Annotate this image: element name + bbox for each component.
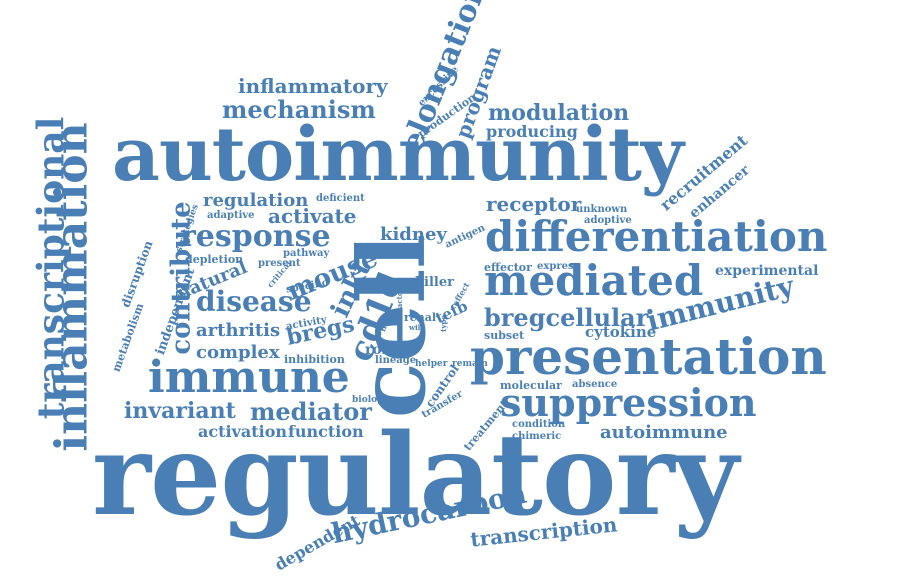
word-experimental: experimental	[715, 263, 819, 279]
word-producing: producing	[486, 122, 578, 141]
word-response: response	[180, 219, 331, 254]
word-disruption: disruption	[118, 238, 156, 310]
word-wild: wild	[409, 323, 426, 332]
word-function: function	[288, 422, 364, 441]
word-activation: activation	[198, 422, 288, 441]
word-express: express	[537, 261, 580, 272]
word-molecular: molecular	[500, 379, 562, 392]
word-suppression: suppression	[500, 380, 757, 425]
word-lineage: lineage	[375, 355, 417, 366]
word-regulatory: regulatory	[92, 410, 739, 541]
word-helper: helper	[415, 359, 448, 369]
word-presentation: presentation	[470, 327, 827, 386]
word-deficient: deficient	[316, 193, 365, 204]
word-autoimmunity: autoimmunity	[112, 112, 684, 198]
word-disease: disease	[196, 285, 312, 318]
word-mediator: mediator	[250, 397, 372, 426]
word-condition: condition	[512, 419, 566, 430]
word-immune: immune	[148, 352, 350, 403]
word-mechanism: mechanism	[222, 95, 376, 124]
word-effector: effector	[484, 261, 532, 274]
word-differentiation: differentiation	[485, 212, 828, 261]
word-chimeric: chimeric	[512, 431, 562, 442]
word-present: present	[258, 258, 301, 269]
word-kidney: kidney	[380, 224, 447, 245]
word-activate: activate	[268, 204, 357, 228]
word-transcriptional: transcriptional	[30, 116, 73, 420]
word-antigen: antigen	[443, 222, 487, 251]
word-killer: killer	[415, 275, 454, 290]
word-metabolism: metabolism	[109, 301, 147, 374]
word-renal: renal	[404, 311, 437, 324]
word-bregcellular: bregcellular	[484, 303, 649, 332]
word-regulation: regulation	[203, 190, 309, 211]
word-biology: biology	[352, 395, 389, 405]
word-adaptive: adaptive	[207, 210, 255, 221]
word-type: type	[438, 315, 448, 332]
word-pathway: pathway	[283, 248, 330, 259]
word-complex: complex	[196, 342, 280, 363]
word-inhibition: inhibition	[284, 353, 345, 366]
word-mediated: mediated	[484, 256, 704, 305]
word-factor: factor	[395, 287, 405, 312]
word-autoimmune: autoimmune	[600, 422, 728, 443]
word-subset: subset	[484, 329, 525, 342]
word-inflammatory: inflammatory	[238, 74, 388, 98]
word-unknown: unknown	[576, 204, 628, 215]
word-cytokine: cytokine	[585, 323, 657, 341]
word-absence: absence	[572, 379, 618, 390]
word-arthritis: arthritis	[196, 320, 281, 341]
word-invariant: invariant	[124, 398, 236, 424]
word-adoptive: adoptive	[584, 215, 632, 226]
word-receptor: receptor	[486, 192, 582, 216]
word-depletion: depletion	[185, 253, 244, 266]
word-role: role	[365, 342, 396, 358]
word-modulation: modulation	[488, 100, 630, 126]
word-remain: remain	[452, 359, 488, 369]
